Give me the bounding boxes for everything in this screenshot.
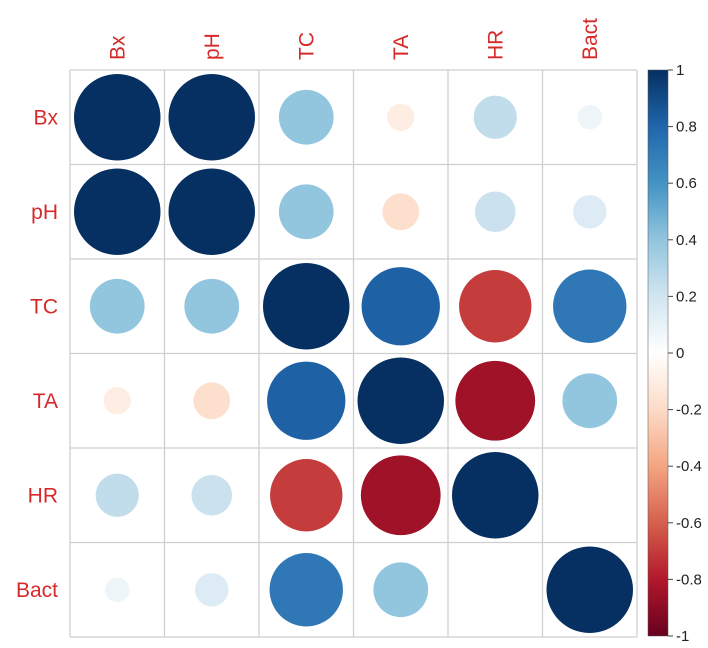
colorbar: 1 0.8 0.6 0.4 0.2 0 -0.2 -0.4 -0.6 -0.8 -1 bbox=[647, 62, 702, 645]
variable-labels: Bx pH TC TA HR Bact Bx pH TC TA HR Bact bbox=[16, 18, 602, 602]
corr-circle-tc-ph bbox=[184, 278, 240, 334]
corr-circle-bact-ta bbox=[373, 562, 429, 618]
corr-circle-hr-bx bbox=[95, 473, 139, 517]
col-label-ta: TA bbox=[390, 35, 413, 60]
colorbar-tick-label: -0.4 bbox=[676, 458, 702, 475]
corr-circle-tc-hr bbox=[459, 270, 532, 343]
col-label-bx: Bx bbox=[106, 35, 129, 60]
colorbar-tick-label: 0.8 bbox=[676, 119, 697, 136]
corr-circle-tc-ta bbox=[361, 267, 440, 346]
corr-circle-bx-ph bbox=[168, 74, 255, 161]
corr-circle-ph-bact bbox=[573, 195, 607, 229]
row-label-ta: TA bbox=[33, 390, 58, 413]
colorbar-tick-label: 0 bbox=[676, 345, 684, 362]
corr-circle-bx-bact bbox=[577, 105, 602, 130]
colorbar-tick-label: 1 bbox=[676, 62, 684, 79]
col-label-hr: HR bbox=[484, 30, 507, 60]
corr-circle-ta-ph bbox=[193, 382, 231, 420]
corr-circle-ta-ta bbox=[357, 357, 444, 444]
corr-circle-bact-ph bbox=[195, 573, 229, 607]
colorbar-gradient bbox=[647, 69, 669, 637]
col-label-ph: pH bbox=[201, 33, 224, 60]
corr-circle-tc-tc bbox=[263, 263, 350, 350]
corr-circle-bact-tc bbox=[269, 553, 343, 627]
corr-circle-hr-ph bbox=[191, 474, 233, 516]
corr-circle-hr-ta bbox=[360, 455, 441, 536]
corr-circle-ph-hr bbox=[474, 191, 516, 233]
col-label-bact: Bact bbox=[579, 18, 602, 60]
row-label-bx: Bx bbox=[33, 106, 58, 129]
colorbar-tick-label: 0.6 bbox=[676, 175, 697, 192]
corr-circle-bx-hr bbox=[473, 95, 517, 139]
corr-circle-bx-ta bbox=[387, 103, 415, 131]
colorbar-tick-label: -0.2 bbox=[676, 402, 702, 419]
corr-circle-bx-bx bbox=[74, 74, 161, 161]
colorbar-tick-label: 0.4 bbox=[676, 232, 697, 249]
corr-circle-tc-bx bbox=[89, 278, 145, 334]
corr-circle-ph-bx bbox=[74, 168, 161, 255]
corr-circle-bact-bact bbox=[546, 546, 633, 633]
row-label-tc: TC bbox=[30, 295, 58, 318]
colorbar-tick-label: -0.8 bbox=[676, 571, 702, 588]
corr-circle-hr-hr bbox=[452, 452, 539, 539]
corr-circle-hr-tc bbox=[270, 459, 343, 532]
corr-circle-ph-tc bbox=[278, 184, 334, 240]
row-label-bact: Bact bbox=[16, 579, 58, 602]
colorbar-tick-label: -0.6 bbox=[676, 515, 702, 532]
col-label-tc: TC bbox=[295, 32, 318, 60]
colorbar-tick-label: -1 bbox=[676, 628, 689, 645]
corr-circle-ph-ph bbox=[168, 168, 255, 255]
corr-circle-ph-ta bbox=[382, 193, 420, 231]
corr-circle-ta-bact bbox=[562, 373, 618, 429]
corr-circle-tc-bact bbox=[553, 269, 627, 343]
grid bbox=[69, 69, 638, 638]
corr-circle-bact-bx bbox=[105, 577, 130, 602]
row-label-ph: pH bbox=[31, 201, 58, 224]
corr-circle-ta-hr bbox=[455, 360, 536, 441]
corr-circle-bx-tc bbox=[278, 89, 334, 145]
row-label-hr: HR bbox=[28, 484, 58, 507]
correlation-circles bbox=[74, 74, 633, 633]
corr-circle-ta-tc bbox=[267, 361, 346, 440]
corr-circle-ta-bx bbox=[103, 387, 131, 415]
colorbar-tick-label: 0.2 bbox=[676, 288, 697, 305]
